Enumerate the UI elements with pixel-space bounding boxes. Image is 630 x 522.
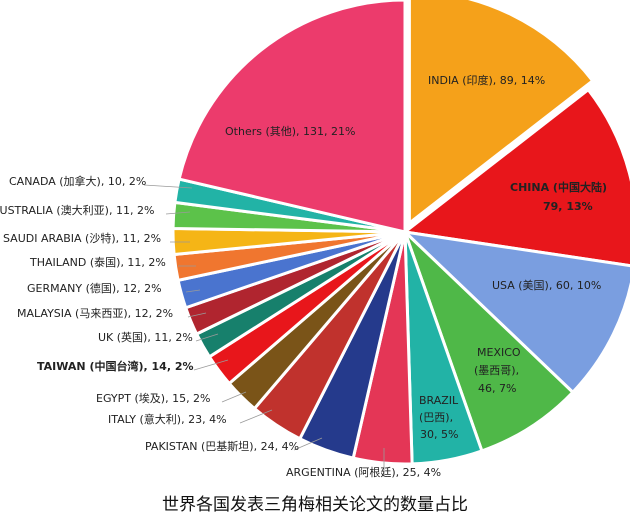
pie-slice [177,0,407,234]
leader-line [193,359,229,371]
pie-slice [407,0,595,227]
label-brazil-line-2: (巴西), [419,411,453,424]
leader-line [143,184,193,189]
leader-line [293,437,323,451]
label-uk: UK (英国), 11, 2% [98,330,193,344]
label-china-line-1: CHINA (中国大陆) [510,180,607,194]
label-mexico-line-2: (墨西哥), [474,364,519,377]
label-india-line-1: INDIA (印度), 89, 14% [428,73,545,87]
leader-line [195,333,219,342]
pie-slices [171,0,630,466]
leader-line [239,409,273,424]
label-china: CHINA (中国大陆) 79, 13% [510,180,607,213]
leader-line [185,289,201,293]
label-pakistan: PAKISTAN (巴基斯坦), 24, 4% [145,439,299,453]
pie-slice [400,229,630,395]
pie-slice [403,230,575,453]
label-canada: CANADA (加拿大), 10, 2% [9,174,146,188]
label-brazil-line-1: BRAZIL [419,394,459,407]
pie-slice [401,87,630,268]
label-italy: ITALY (意大利), 23, 4% [108,412,227,426]
chart-title: 世界各国发表三角梅相关论文的数量占比 [162,495,468,515]
label-brazil: BRAZIL (巴西), 30, 5% [419,394,459,441]
leader-lines [143,184,385,476]
label-mexico-line-1: MEXICO [477,346,521,359]
label-others: Others (其他), 131, 21% [225,125,355,138]
leader-line [187,312,207,318]
label-china-line-2: 79, 13% [543,200,593,213]
label-usa-line-1: USA (美国), 60, 10% [492,279,601,292]
label-mexico: MEXICO (墨西哥), 46, 7% [474,346,521,395]
leader-line [165,211,191,215]
label-argentina: ARGENTINA (阿根廷), 25, 4% [286,465,441,479]
label-india: INDIA (印度), 89, 14% [428,73,545,87]
label-mexico-line-3: 46, 7% [478,382,516,395]
label-australia: AUSTRALIA (澳大利亚), 11, 2% [0,203,154,217]
label-taiwan: TAIWAN (中国台湾), 14, 2% [37,359,194,373]
label-usa: USA (美国), 60, 10% [492,279,601,292]
label-thailand: THAILAND (泰国), 11, 2% [29,255,166,269]
label-saudi: SAUDI ARABIA (沙特), 11, 2% [3,231,161,245]
label-brazil-line-3: 30, 5% [420,428,458,441]
leader-line [221,391,247,403]
label-egypt: EGYPT (埃及), 15, 2% [96,391,211,405]
label-malaysia: MALAYSIA (马来西亚), 12, 2% [17,307,173,320]
label-germany: GERMANY (德国), 12, 2% [27,281,162,295]
